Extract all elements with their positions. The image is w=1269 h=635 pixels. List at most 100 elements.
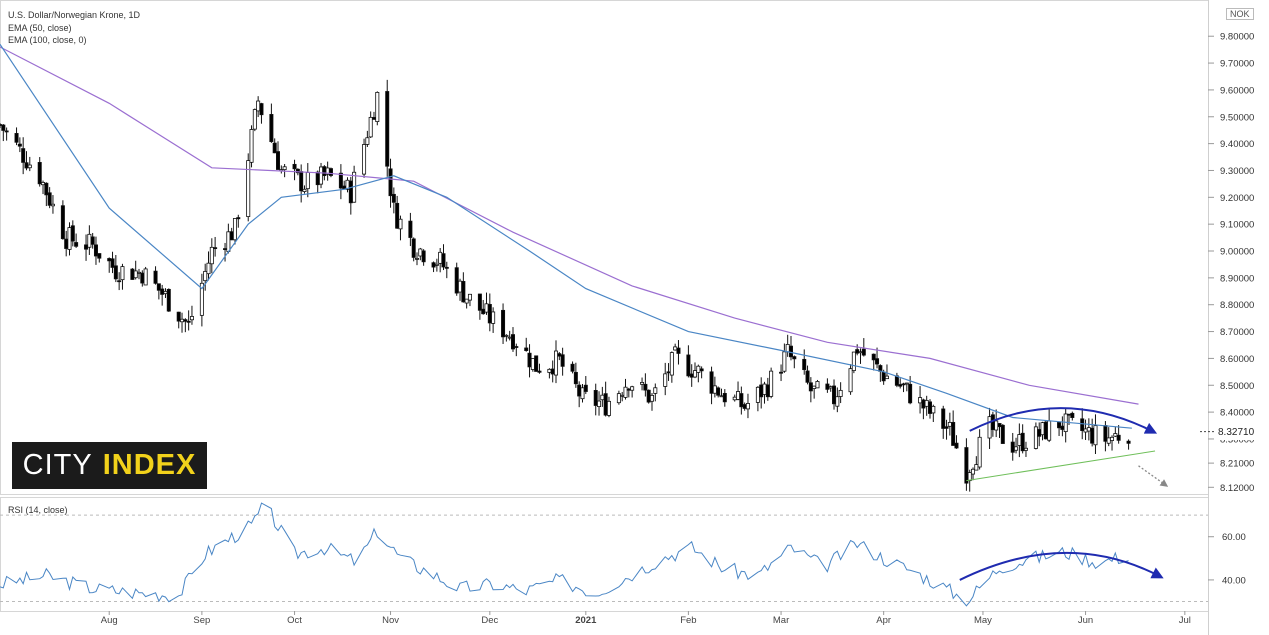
candle-body-119 (550, 368, 555, 375)
time-tick-label-1: Sep (193, 615, 210, 626)
price-tick-label-7: 8.80000 (1220, 300, 1254, 311)
candle-body-54 (249, 129, 254, 163)
price-tick-label-14: 9.50000 (1220, 112, 1254, 123)
rsi-tick-label-0: 40.00 (1222, 575, 1246, 586)
candle-body-138 (640, 382, 645, 385)
candle-body-211 (974, 464, 979, 471)
candle-body-22 (97, 253, 102, 259)
price-tick-label-4: 8.50000 (1220, 381, 1254, 392)
candle-body-128 (593, 390, 598, 406)
price-tick-label-15: 9.60000 (1220, 85, 1254, 96)
candle-body-204 (944, 426, 949, 429)
candle-body-144 (666, 371, 671, 374)
candle-body-57 (259, 103, 264, 116)
candle-body-64 (295, 168, 300, 174)
candle-body-93 (431, 262, 436, 268)
candle-body-103 (477, 293, 482, 311)
candle-body-226 (1043, 421, 1048, 440)
candle-body-37 (166, 288, 171, 312)
time-tick-label-3: Nov (382, 615, 399, 626)
candle-body-99 (458, 280, 463, 293)
candle-body-148 (686, 354, 691, 377)
candle-body-170 (785, 344, 790, 353)
candle-body-76 (348, 180, 353, 204)
candle-body-53 (246, 160, 251, 217)
candle-body-32 (143, 268, 148, 286)
candle-body-20 (90, 236, 95, 245)
ema50-line (0, 43, 1132, 429)
candle-body-78 (362, 144, 367, 175)
candle-body-192 (884, 375, 889, 380)
price-tick-label-0: 8.12000 (1220, 483, 1254, 494)
candle-body-186 (858, 351, 863, 354)
candle-body-29 (133, 270, 138, 279)
candle-body-95 (438, 251, 443, 264)
city-index-logo: CITY INDEX (12, 442, 207, 489)
time-tick-label-2: Oct (287, 615, 302, 626)
candle-body-126 (580, 387, 585, 400)
candle-body-152 (699, 368, 704, 372)
candle-body-18 (84, 244, 89, 250)
candle-body-23 (107, 258, 112, 262)
rsi-legend: RSI (14, close) (8, 505, 68, 515)
candle-body-44 (203, 271, 208, 282)
candle-body-83 (385, 91, 390, 167)
candle-body-87 (398, 218, 403, 230)
time-tick-label-9: May (974, 615, 992, 626)
candle-body-207 (954, 442, 959, 449)
price-tick-label-13: 9.40000 (1220, 139, 1254, 150)
candle-body-8 (37, 162, 42, 185)
candle-body-242 (1116, 434, 1121, 441)
candle-body-34 (156, 283, 161, 291)
breakdown-projection-arrow (1138, 465, 1169, 487)
candle-body-212 (977, 436, 982, 468)
rsi-line (0, 502, 1129, 607)
candle-body-2 (4, 130, 9, 133)
candle-body-47 (213, 247, 218, 250)
rounded-top-arrow (969, 407, 1158, 434)
candle-body-10 (44, 182, 49, 196)
candle-body-131 (603, 393, 608, 416)
candle-body-233 (1080, 418, 1085, 432)
candle-body-13 (60, 205, 65, 240)
candle-body-94 (434, 263, 439, 266)
candle-body-39 (180, 318, 185, 323)
time-tick-label-6: Feb (680, 615, 696, 626)
candle-body-30 (137, 271, 142, 274)
candle-body-4 (17, 143, 22, 147)
candle-body-156 (719, 395, 724, 398)
price-tick-label-3: 8.40000 (1220, 408, 1254, 419)
candle-body-160 (739, 393, 744, 408)
candle-body-121 (557, 353, 562, 357)
candle-body-80 (368, 116, 373, 138)
candle-body-49 (226, 231, 231, 252)
ema50-legend: EMA (50, close) (8, 23, 72, 33)
price-tick-label-1: 8.21000 (1220, 459, 1254, 470)
candle-body-85 (391, 193, 396, 203)
candle-body-153 (709, 371, 714, 394)
candle-body-177 (815, 381, 820, 389)
candle-body-151 (696, 365, 701, 373)
candle-body-104 (481, 308, 486, 315)
candle-body-218 (1010, 441, 1015, 453)
candle-body-73 (338, 172, 343, 189)
candle-body-59 (272, 142, 277, 154)
candle-body-238 (1103, 425, 1108, 442)
candle-body-109 (504, 334, 509, 337)
candle-body-171 (788, 345, 793, 358)
price-panel-border (0, 0, 1209, 495)
candle-body-165 (762, 383, 767, 395)
candle-body-157 (722, 392, 727, 403)
logo-word-index: INDEX (102, 449, 197, 481)
rsi-rounded-top-arrow (959, 551, 1164, 581)
candle-body-82 (375, 91, 380, 122)
candle-body-12 (50, 203, 55, 207)
currency-badge[interactable]: NOK (1226, 8, 1254, 20)
candle-body-166 (765, 384, 770, 398)
candle-body-197 (908, 383, 913, 404)
candle-body-150 (693, 370, 698, 378)
candle-body-240 (1110, 436, 1115, 441)
candle-body-106 (487, 304, 492, 324)
candle-body-206 (951, 421, 956, 446)
candle-body-14 (64, 238, 69, 249)
